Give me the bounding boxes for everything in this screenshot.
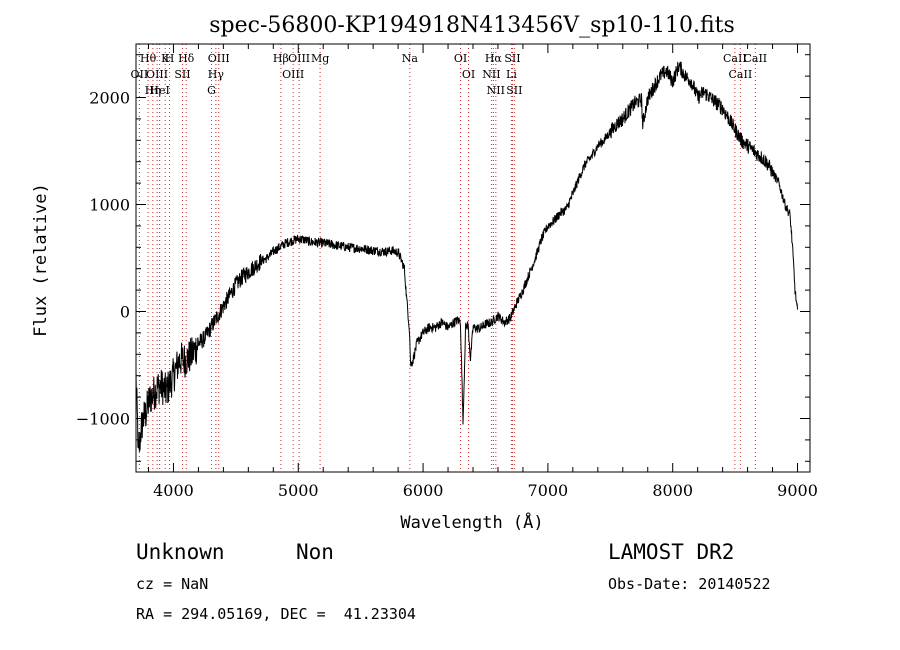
spectral-line-label: OII	[131, 68, 149, 81]
coordinates: RA = 294.05169, DEC = 41.23304	[136, 605, 416, 623]
spectral-line-label: G	[207, 84, 216, 97]
spectral-line-label: CaII	[723, 52, 747, 65]
spectral-line-markers	[138, 44, 756, 472]
observation-date: Obs-Date: 20140522	[608, 575, 771, 593]
x-tick-label: 9000	[777, 481, 818, 500]
spectral-line-label: NII	[482, 68, 500, 81]
spectral-line-label: H	[165, 52, 175, 65]
x-tick-label: 8000	[652, 481, 693, 500]
spectral-line-label: Li	[506, 68, 517, 81]
y-tick-label: 2000	[89, 89, 130, 108]
y-tick-label: 0	[120, 303, 130, 322]
spectrum-line	[135, 61, 798, 452]
y-tick-label: −1000	[76, 410, 130, 429]
x-tick-label: 4000	[153, 481, 194, 500]
y-tick-label: 1000	[89, 196, 130, 215]
spectral-line-label: OIII	[288, 52, 310, 65]
y-axis-label: Flux (relative)	[31, 183, 51, 337]
spectral-line-label: SII	[174, 68, 190, 81]
spectral-line-label: Hη	[145, 84, 161, 97]
spectral-line-label: K	[161, 52, 170, 65]
spectral-line-label: Hα	[485, 52, 503, 65]
spectral-line-label: OIII	[208, 52, 230, 65]
spectrum-series	[135, 61, 798, 452]
spectral-line-label: OI	[462, 68, 475, 81]
spectral-line-label: OI	[454, 52, 467, 65]
x-tick-label: 5000	[278, 481, 319, 500]
spectral-line-label: Hθ	[140, 52, 157, 65]
spectral-line-label: NII	[487, 84, 505, 97]
spectral-line-label: CaII	[729, 68, 753, 81]
x-tick-label: 7000	[528, 481, 569, 500]
spectral-line-label: Hβ	[273, 52, 289, 65]
axis-tick-labels: 4000 5000 6000 7000 8000 9000 −1000 0 1000 2000	[76, 89, 818, 501]
spectral-line-label: HeI	[149, 84, 169, 97]
spectral-line-label: SII	[504, 52, 520, 65]
x-axis-label: Wavelength (Å)	[400, 511, 543, 533]
spectral-line-label: Na	[402, 52, 419, 65]
object-subclass: Non	[296, 540, 334, 564]
chart-title: spec-56800-KP194918N413456V_sp10-110.fit…	[209, 13, 735, 38]
spectral-line-label: Hγ	[208, 68, 225, 81]
spectral-line-label: CaII	[743, 52, 767, 65]
axis-ticks	[136, 44, 810, 472]
object-class: Unknown	[136, 540, 225, 564]
plot-frame	[135, 43, 811, 473]
spectral-line-label: Mg	[311, 52, 329, 65]
spectral-line-label: OIII	[282, 68, 304, 81]
spectral-line-label: Hδ	[178, 52, 195, 65]
x-tick-label: 6000	[403, 481, 444, 500]
spectral-line-label: OIII	[146, 68, 168, 81]
survey-name: LAMOST DR2	[608, 540, 735, 564]
redshift-cz: cz = NaN	[136, 575, 209, 593]
spectral-line-label: SII	[506, 84, 522, 97]
